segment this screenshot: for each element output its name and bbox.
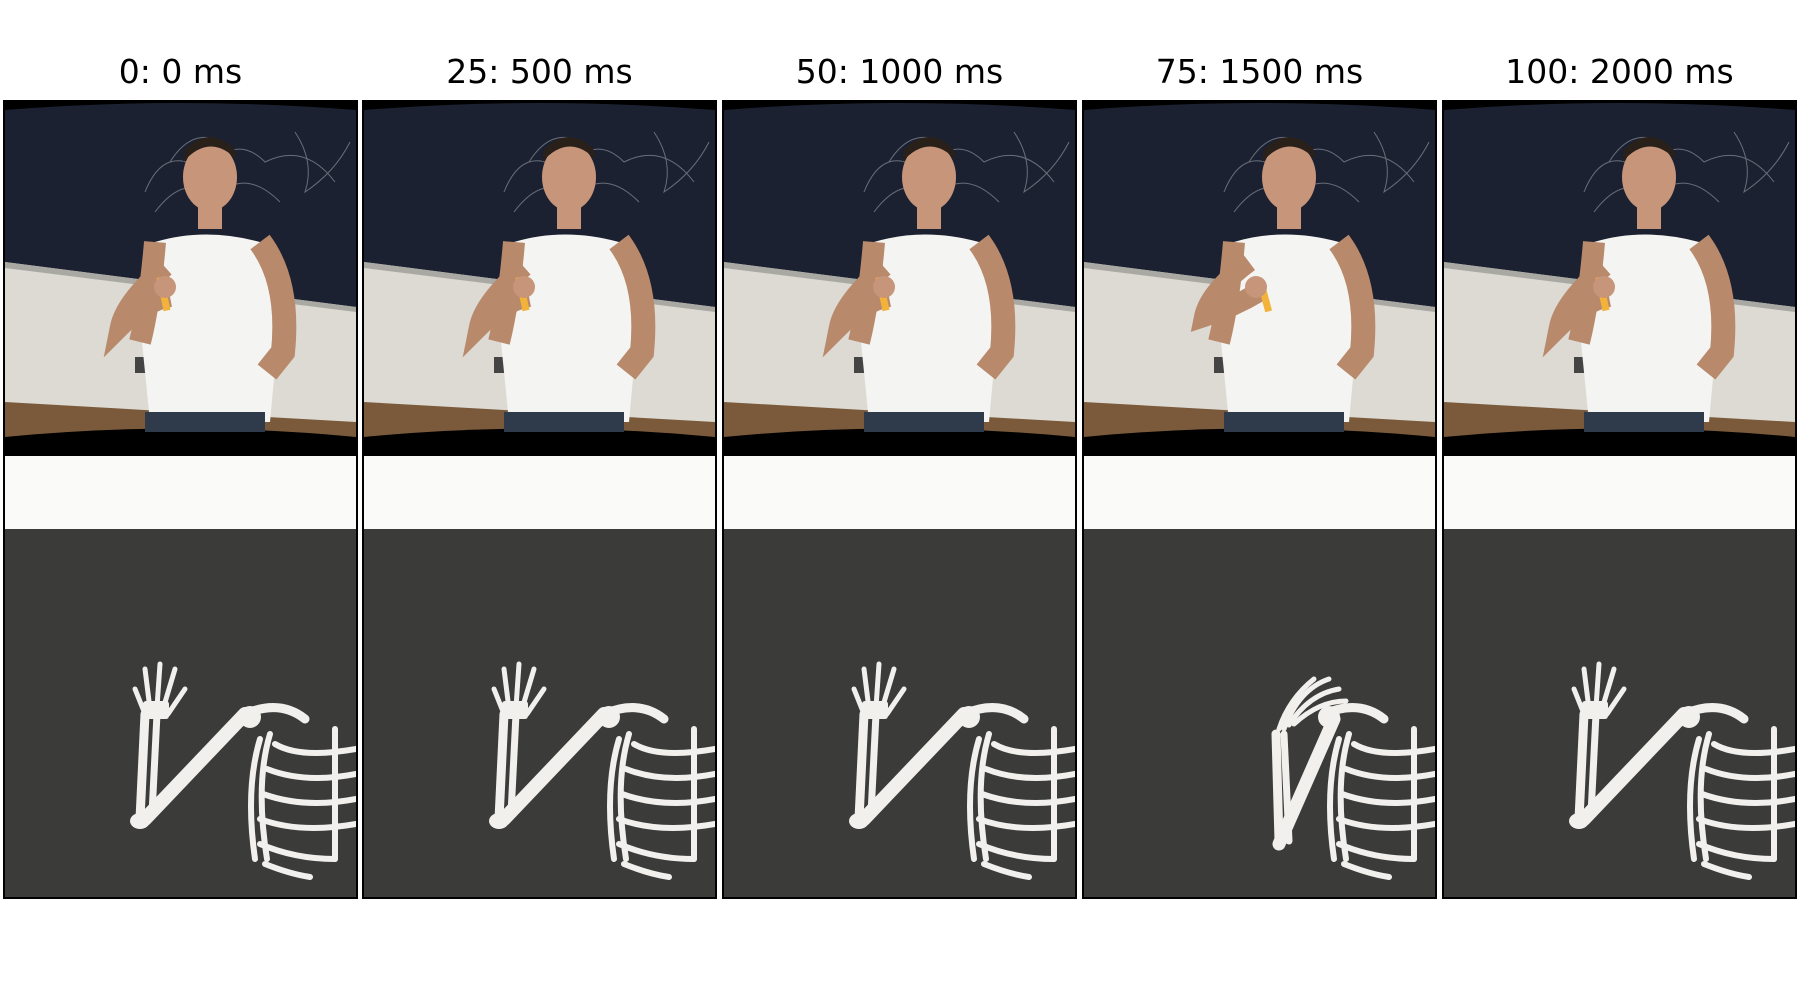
- video-frame-photo: [364, 102, 715, 454]
- skeleton-render: [364, 529, 715, 897]
- frame-3: 75: 1500 ms: [1082, 0, 1437, 900]
- person-photo: [5, 102, 356, 454]
- frame-title: 50: 1000 ms: [795, 52, 1004, 91]
- frame-title: 75: 1500 ms: [1155, 52, 1364, 91]
- frame-panel: [362, 100, 717, 899]
- blank-strip: [724, 454, 1075, 531]
- frame-panel: [722, 100, 1077, 899]
- blank-strip: [364, 454, 715, 531]
- video-frame-photo: [1084, 102, 1435, 454]
- frame-0: 0: 0 ms: [3, 0, 358, 900]
- frame-4: 100: 2000 ms: [1442, 0, 1797, 900]
- skeleton-render: [724, 529, 1075, 897]
- frame-panel: [3, 100, 358, 899]
- video-frame-photo: [724, 102, 1075, 454]
- video-frame-photo: [5, 102, 356, 454]
- skeleton-figure: [364, 529, 715, 897]
- frame-title: 25: 500 ms: [446, 52, 633, 91]
- person-photo: [724, 102, 1075, 454]
- frame-title: 100: 2000 ms: [1505, 52, 1734, 91]
- skeleton-render: [5, 529, 356, 897]
- frame-2: 50: 1000 ms: [722, 0, 1077, 900]
- frame-panel: [1082, 100, 1437, 899]
- skeleton-render: [1084, 529, 1435, 897]
- video-frame-photo: [1444, 102, 1795, 454]
- skeleton-figure: [1444, 529, 1795, 897]
- skeleton-figure: [724, 529, 1075, 897]
- person-photo: [364, 102, 715, 454]
- person-photo: [1444, 102, 1795, 454]
- skeleton-figure: [5, 529, 356, 897]
- blank-strip: [1444, 454, 1795, 531]
- blank-strip: [1084, 454, 1435, 531]
- frame-panel: [1442, 100, 1797, 899]
- frame-title: 0: 0 ms: [118, 52, 243, 91]
- frame-1: 25: 500 ms: [362, 0, 717, 900]
- blank-strip: [5, 454, 356, 531]
- person-photo: [1084, 102, 1435, 454]
- skeleton-render: [1444, 529, 1795, 897]
- skeleton-figure: [1084, 529, 1435, 897]
